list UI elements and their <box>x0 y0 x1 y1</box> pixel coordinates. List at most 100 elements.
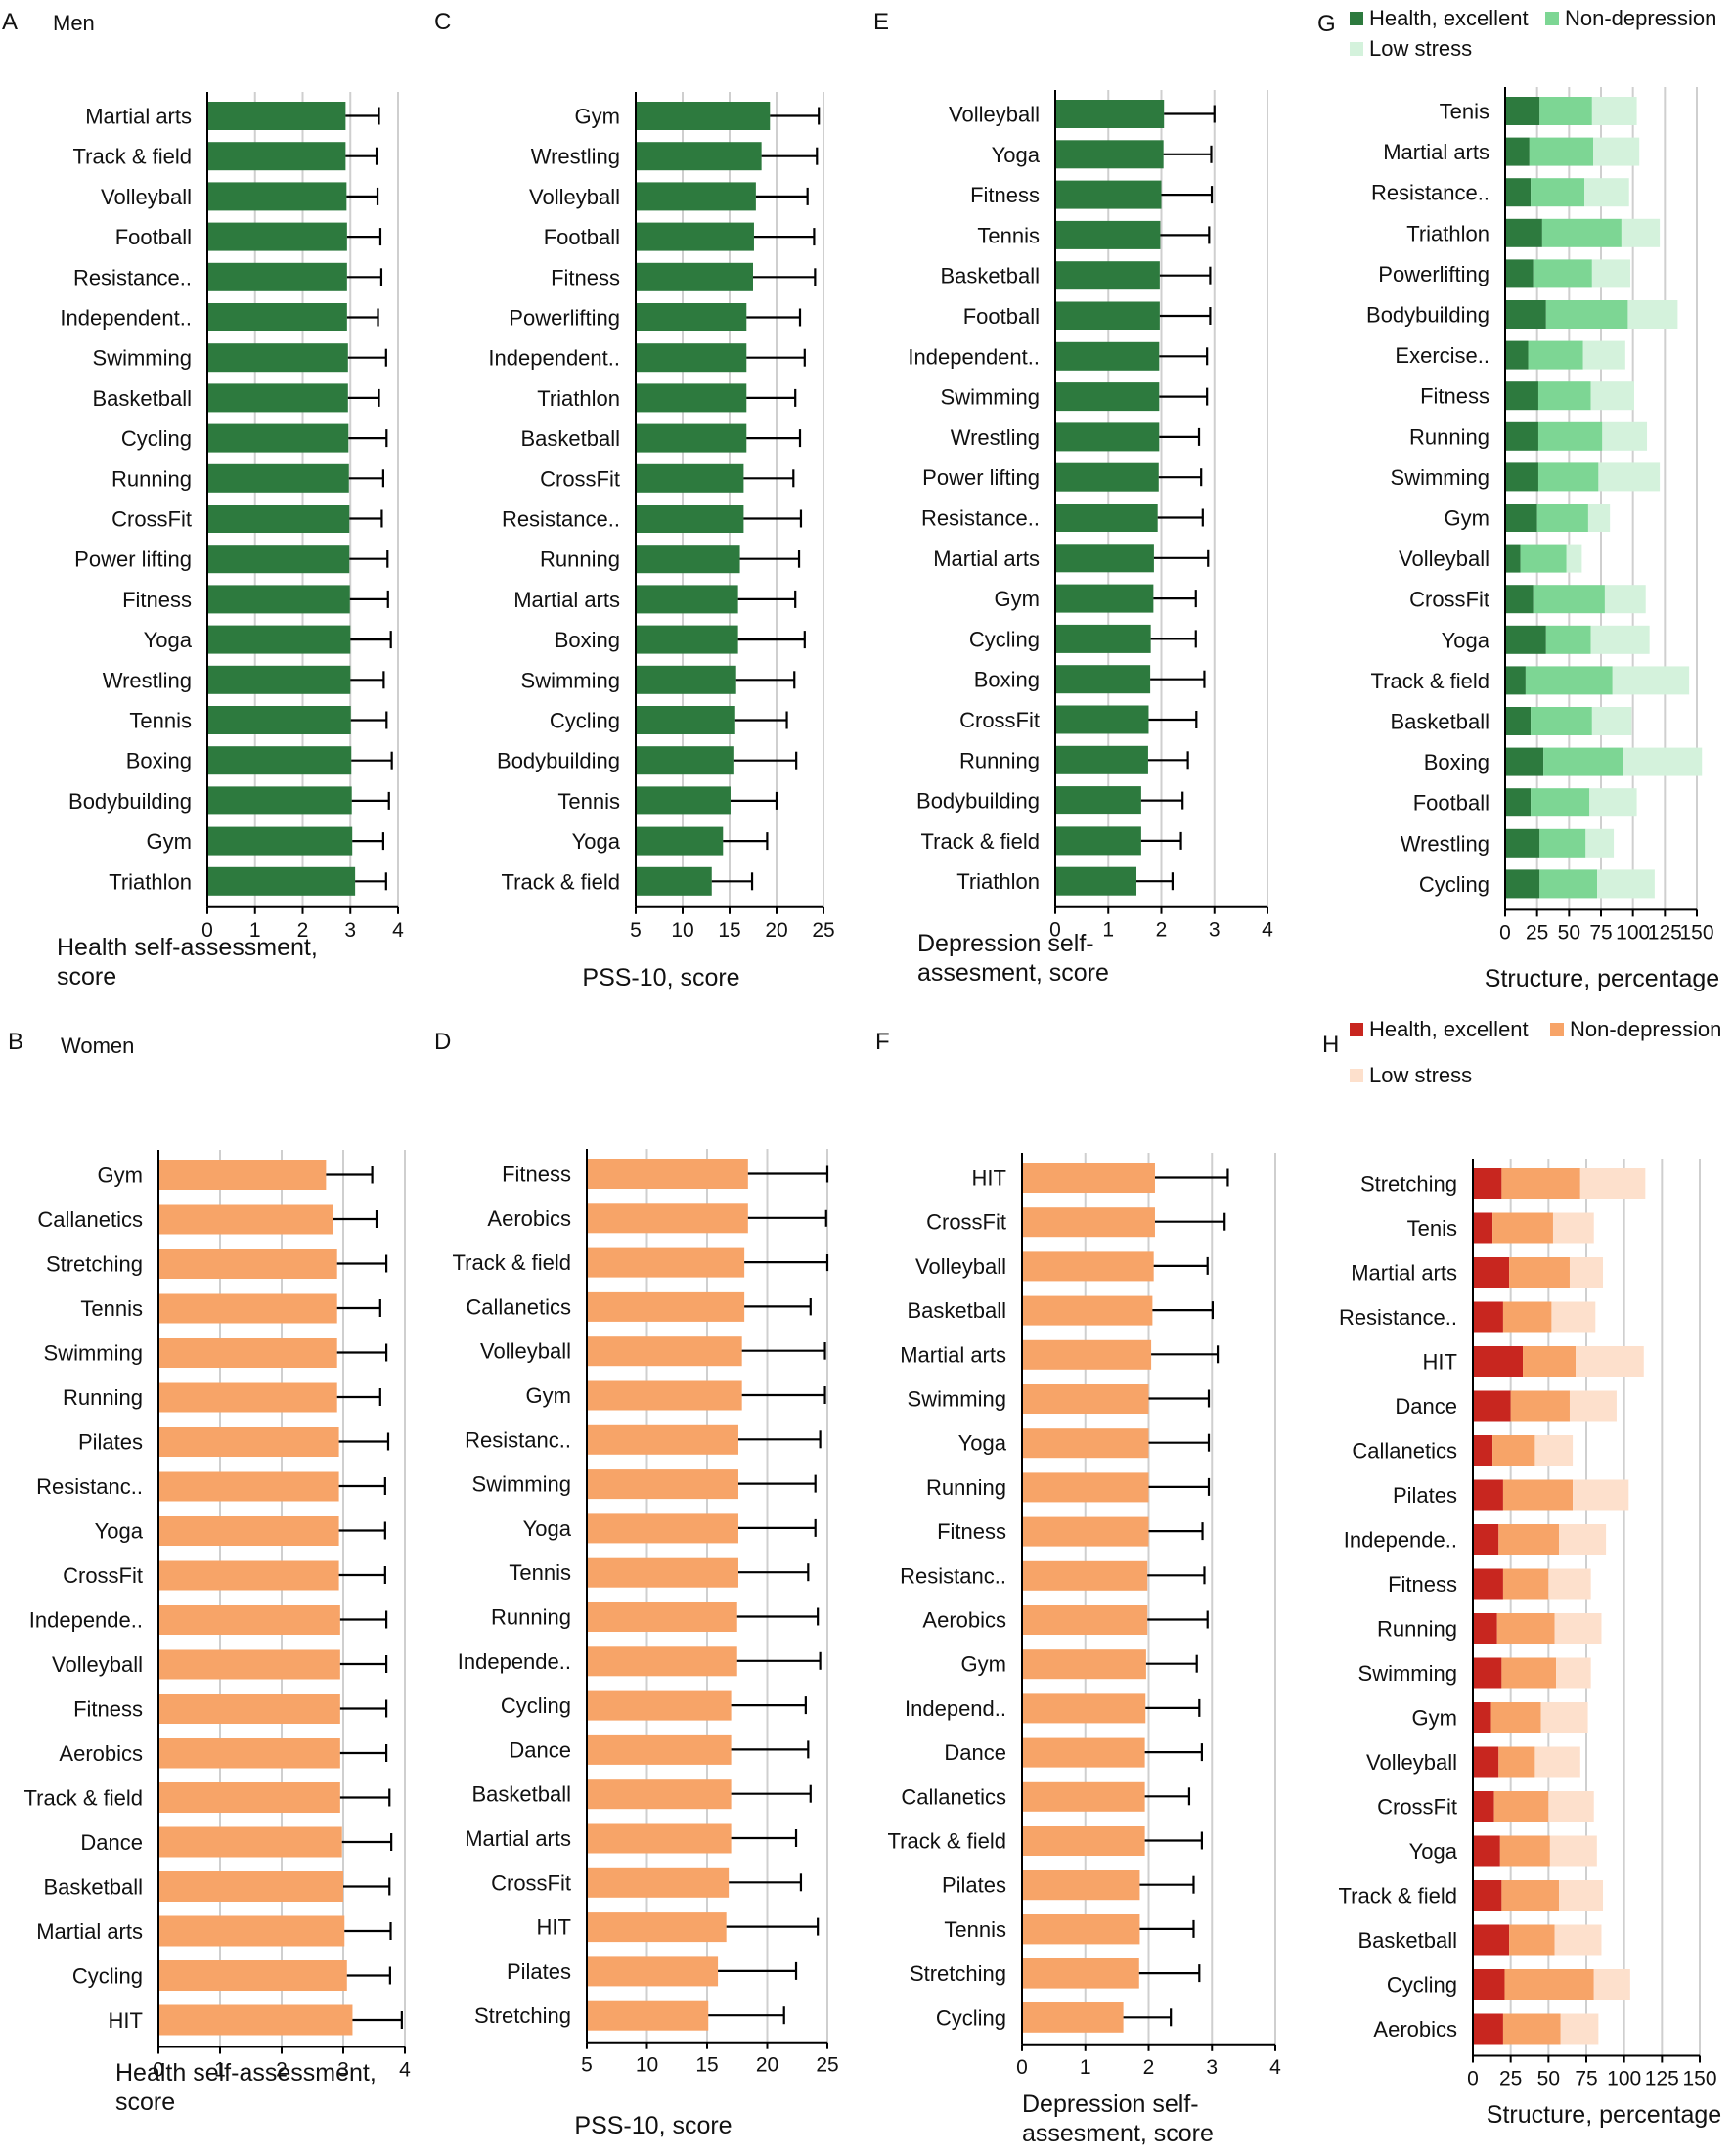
stack-segment <box>1545 300 1628 329</box>
category-label: Martial arts <box>513 588 620 612</box>
bar <box>636 303 747 331</box>
bar <box>1055 422 1160 452</box>
bar <box>587 2000 709 2031</box>
category-label: Bodybuilding <box>497 749 620 773</box>
stack-segment <box>1552 1212 1594 1244</box>
category-label: Dance <box>1395 1394 1457 1419</box>
category-label: Cycling <box>936 2005 1006 2030</box>
bar <box>587 1912 727 1943</box>
category-label: Dance <box>509 1738 571 1762</box>
category-label: Volleyball <box>915 1254 1006 1279</box>
bar <box>207 182 347 211</box>
category-label: Swimming <box>93 346 192 371</box>
bar <box>587 1690 732 1721</box>
tick-label: 150 <box>1682 2068 1716 2090</box>
panel-letter: A <box>2 9 18 35</box>
stack-segment <box>1499 1835 1550 1867</box>
category-label: Cycling <box>72 1964 143 1989</box>
panel-c: C Gym Wrestling Volleyball Football Fitness Po… <box>434 9 835 991</box>
category-label: Independent.. <box>488 346 620 371</box>
category-label: Track & field <box>888 1829 1006 1854</box>
category-label: Triathlon <box>537 386 620 411</box>
category-label: Resistance.. <box>921 506 1040 531</box>
category-label: Martial arts <box>933 547 1040 571</box>
bar <box>1022 1693 1146 1724</box>
category-label: Gym <box>995 587 1040 611</box>
bar <box>1022 1251 1154 1282</box>
bar <box>1022 1295 1153 1326</box>
category-label: Cycling <box>1387 1973 1457 1998</box>
stack-segment <box>1473 1746 1499 1778</box>
panel-a: A Martial arts Track & field Volleyball Foot… <box>2 9 404 990</box>
category-label: Gym <box>1412 1706 1457 1731</box>
stack-segment <box>1523 1346 1577 1377</box>
bar <box>1055 745 1148 774</box>
stack-segment <box>1589 788 1637 817</box>
bar <box>158 1915 345 1947</box>
stack-segment <box>1540 1702 1588 1733</box>
category-label: Powerlifting <box>509 306 620 330</box>
category-label: Basketball <box>1357 1928 1457 1953</box>
category-label: Callanetics <box>1352 1439 1457 1464</box>
stack-segment <box>1505 259 1534 288</box>
stack-segment <box>1549 1835 1597 1867</box>
bar <box>587 1867 730 1898</box>
legend-swatch <box>1350 12 1363 25</box>
category-label: Cycling <box>550 709 620 733</box>
category-label: CrossFit <box>1409 588 1489 612</box>
bar <box>1022 1428 1149 1459</box>
category-label: Stretching <box>46 1253 143 1277</box>
category-label: Cycling <box>501 1694 571 1718</box>
stack-segment <box>1473 1257 1510 1288</box>
category-label: Volleyball <box>1366 1750 1457 1775</box>
category-label: Yoga <box>572 829 621 854</box>
category-label: Power lifting <box>74 548 192 572</box>
category-label: Yoga <box>1409 1839 1458 1864</box>
category-label: Resistanc.. <box>36 1474 143 1499</box>
bar <box>1055 705 1149 734</box>
bar <box>207 343 348 373</box>
category-label: Pilates <box>78 1430 143 1455</box>
category-label: Pilates <box>1393 1483 1457 1508</box>
stack-segment <box>1545 625 1591 654</box>
category-label: Fitness <box>73 1697 143 1722</box>
legend-swatch <box>1350 42 1363 56</box>
tick-label: 75 <box>1575 2068 1597 2090</box>
category-label: Basketball <box>1390 710 1489 734</box>
category-label: Resistance.. <box>1371 181 1489 205</box>
category-label: Gym <box>526 1384 571 1408</box>
bar <box>207 142 346 171</box>
stack-segment <box>1531 178 1585 207</box>
bar <box>158 1605 340 1635</box>
panel-b: B Gym Callanetics Stretching Tennis Swimming R… <box>8 1029 411 2116</box>
bar <box>1055 220 1161 249</box>
tick-label: 4 <box>1269 2056 1281 2079</box>
stack-segment <box>1573 1479 1629 1511</box>
stack-segment <box>1473 1390 1511 1422</box>
category-label: Pilates <box>942 1873 1006 1898</box>
stack-segment <box>1505 137 1530 166</box>
bar <box>158 1293 337 1324</box>
stack-segment <box>1505 666 1526 695</box>
category-label: Cycling <box>1419 872 1489 897</box>
stack-segment <box>1502 1568 1549 1600</box>
category-label: Cycling <box>121 426 192 451</box>
bar <box>207 866 356 896</box>
bar <box>636 383 747 413</box>
stack-segment <box>1473 1212 1493 1244</box>
bar <box>207 826 353 856</box>
bar <box>636 786 731 815</box>
tick-label: 3 <box>1206 2056 1218 2079</box>
category-label: Martial arts <box>1383 140 1489 164</box>
bar <box>636 746 734 775</box>
panel-d: D Fitness Aerobics Track & field Callanetics… <box>434 1029 839 2139</box>
tick-label: 50 <box>1558 921 1580 944</box>
bar <box>207 262 347 291</box>
bar <box>587 1336 742 1367</box>
category-label: Tennis <box>80 1297 143 1321</box>
bar <box>636 423 747 453</box>
category-label: Fitness <box>551 265 620 289</box>
panel-letter: F <box>875 1029 890 1055</box>
stack-segment <box>1598 462 1661 492</box>
stack-segment <box>1473 1346 1524 1377</box>
